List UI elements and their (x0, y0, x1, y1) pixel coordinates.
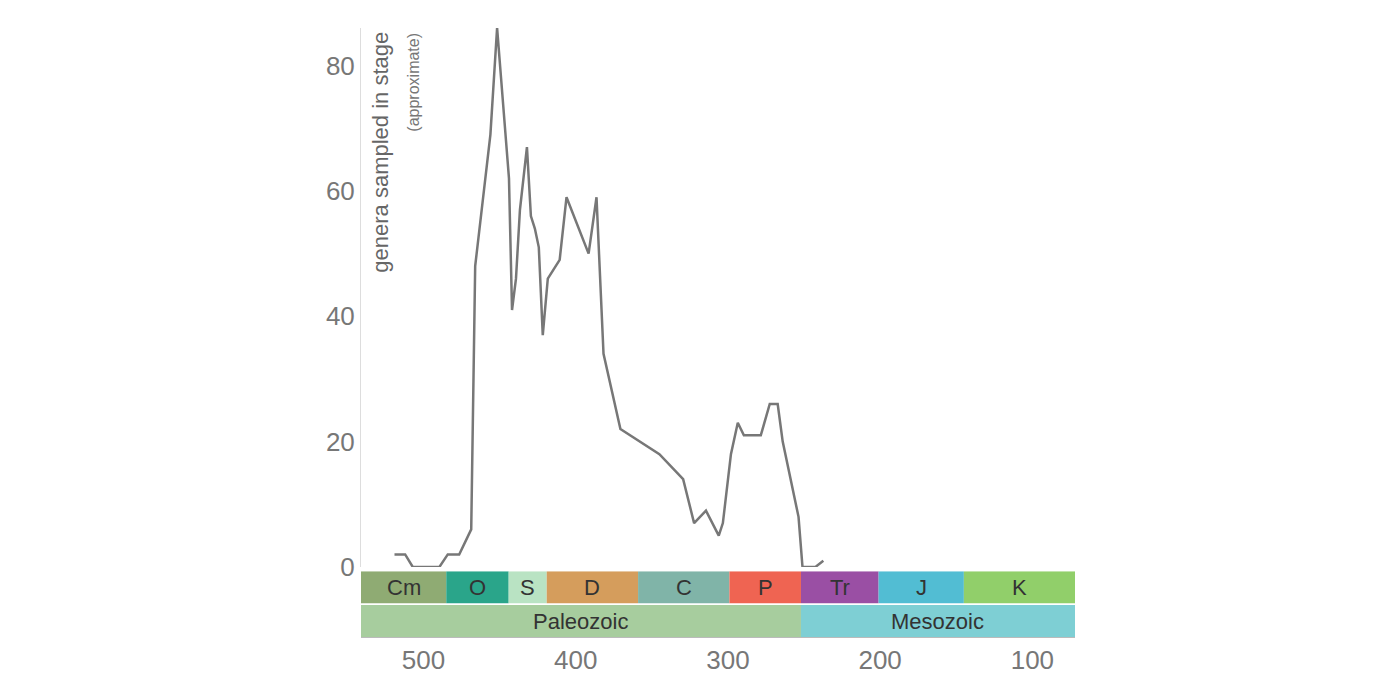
svg-text:K: K (1012, 575, 1027, 600)
svg-text:C: C (676, 575, 692, 600)
svg-text:S: S (520, 575, 535, 600)
svg-text:40: 40 (326, 301, 355, 331)
svg-text:P: P (758, 575, 773, 600)
svg-text:0: 0 (340, 552, 354, 582)
svg-text:400: 400 (554, 645, 597, 675)
svg-text:Cm: Cm (387, 575, 421, 600)
svg-text:100: 100 (1011, 645, 1054, 675)
svg-text:500: 500 (402, 645, 445, 675)
svg-text:Tr: Tr (830, 575, 850, 600)
svg-text:Paleozoic: Paleozoic (533, 609, 628, 634)
svg-text:D: D (584, 575, 600, 600)
svg-text:genera sampled in stage: genera sampled in stage (368, 32, 393, 273)
svg-text:(approximate): (approximate) (405, 33, 422, 132)
svg-text:O: O (469, 575, 486, 600)
svg-text:Mesozoic: Mesozoic (891, 609, 984, 634)
svg-text:60: 60 (326, 176, 355, 206)
svg-text:200: 200 (858, 645, 901, 675)
svg-text:J: J (916, 575, 927, 600)
svg-text:80: 80 (326, 51, 355, 81)
svg-text:20: 20 (326, 427, 355, 457)
svg-text:300: 300 (706, 645, 749, 675)
